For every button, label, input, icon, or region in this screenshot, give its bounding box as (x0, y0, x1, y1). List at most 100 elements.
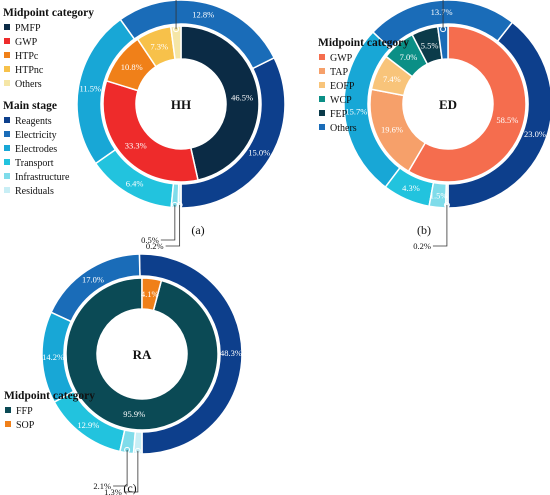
outer-ring-data-label: 11.5% (79, 84, 101, 94)
outer-ring-data-label: 12.9% (77, 420, 99, 430)
outer-ring-slice (177, 183, 182, 209)
outer-ring-slice (343, 30, 401, 189)
legend-entry: HTPc (15, 51, 39, 62)
legend-swatch (4, 187, 10, 193)
outer-ring-slice (371, 0, 514, 50)
legend-swatch (4, 80, 10, 86)
outer-ring-data-label: 17.0% (82, 275, 104, 285)
center-label: RA (133, 347, 152, 362)
outer-ring-slice (132, 430, 143, 455)
legend-entry: GWP (330, 53, 353, 64)
outer-ring-slice (50, 253, 141, 323)
outer-ring-slice (41, 311, 75, 404)
outer-ring-data-label: 48.3% (220, 348, 242, 358)
outer-ring-data-label: 15.0% (248, 147, 270, 157)
outer-ring-data-label: 13.7% (431, 7, 453, 17)
outer-ring-data-label: 23.0% (524, 129, 546, 139)
legend-entry: FEP (330, 109, 348, 120)
outer-ring-data-label: 14.2% (42, 352, 64, 362)
callout-label: 1.3% (104, 487, 122, 495)
legend-swatch (4, 173, 10, 179)
legend-entry: TAP (330, 67, 349, 78)
legend-swatch (4, 117, 10, 123)
legend-entry: Others (330, 123, 357, 134)
outer-ring-data-label: 4.3% (402, 183, 420, 193)
legend-entry: Electricity (15, 130, 57, 141)
panel-label: (a) (191, 223, 204, 237)
inner-ring-data-label: 7.3% (150, 41, 168, 51)
outer-ring-slice (118, 429, 137, 455)
legend-swatch (4, 24, 10, 30)
inner-ring-slice (169, 25, 182, 61)
legend-swatch (5, 421, 11, 427)
inner-ring-data-label: 10.8% (121, 62, 143, 72)
legend-swatch (4, 159, 10, 165)
inner-ring-slice (436, 25, 449, 61)
inner-ring-data-label: 5.5% (421, 40, 439, 50)
legend-title: Main stage (3, 100, 57, 112)
callout-leader (442, 0, 444, 30)
inner-ring-data-label: 95.9% (123, 409, 145, 419)
legend-swatch (319, 54, 325, 60)
callout-leader (160, 204, 176, 241)
legend-entry: Reagents (15, 116, 52, 127)
outer-ring-data-label: 1.5% (430, 191, 448, 201)
callout-label: 0.2% (146, 241, 164, 251)
legend-swatch (4, 145, 10, 151)
legend-entry: SOP (16, 420, 35, 431)
legend-entry: PMFP (15, 23, 41, 34)
legend-entry: Residuals (15, 186, 54, 197)
callout-leader (432, 204, 448, 247)
callout-leader (113, 449, 128, 487)
legend-swatch (319, 96, 325, 102)
inner-ring-data-label: 58.5% (496, 115, 518, 125)
legend-entry: EOFP (330, 81, 355, 92)
callout-label: 0.2% (413, 241, 431, 251)
center-label: HH (171, 97, 191, 112)
inner-ring-data-label: 4.1% (141, 289, 159, 299)
legend-entry: HTPnc (15, 65, 44, 76)
legend-title: Midpoint category (318, 37, 409, 49)
callout-leader (123, 450, 139, 493)
callout-label: 2.1% (93, 481, 111, 491)
callout-leader (165, 204, 181, 247)
panel-label: (c) (123, 481, 136, 495)
legend-entry: Electrodes (15, 144, 57, 155)
inner-ring-slice (180, 25, 260, 182)
legend-swatch (319, 124, 325, 130)
legend-entry: GWP (15, 37, 38, 48)
outer-ring-slice (94, 148, 175, 209)
inner-ring-data-label: 33.3% (125, 141, 147, 151)
legend-swatch (5, 407, 11, 413)
legend-entry: WCP (330, 95, 352, 106)
legend-swatch (319, 68, 325, 74)
legend-title: Midpoint category (3, 7, 94, 19)
outer-ring-slice (428, 181, 448, 209)
inner-ring-data-label: 19.6% (381, 124, 403, 134)
inner-ring-data-label: 7.0% (400, 52, 418, 62)
panel-ed: 23.0% 13.7% 15.7% 4.3% 1.5% 58.5% 19.6% 7.4% 7.0… (318, 0, 550, 251)
outer-ring-slice (119, 0, 276, 70)
legend-swatch (4, 66, 10, 72)
inner-ring-data-label: 7.4% (383, 74, 401, 84)
outer-ring-data-label: 12.8% (192, 10, 214, 20)
outer-ring-slice (76, 18, 136, 165)
legend-entry: FFP (16, 406, 33, 417)
center-label: ED (439, 97, 457, 112)
legend-swatch (4, 52, 10, 58)
legend-swatch (319, 110, 325, 116)
callout-label: 0.5% (141, 235, 159, 245)
outer-ring-data-label: 6.4% (126, 178, 144, 188)
inner-ring-slice (407, 25, 527, 183)
inner-ring-data-label: 46.5% (231, 92, 253, 102)
legend-title: Midpoint category (4, 390, 95, 402)
inner-ring-slice (102, 79, 199, 183)
callout-leader (175, 0, 177, 30)
inner-ring-slice (141, 277, 163, 312)
legend-entry: Infrastructure (15, 172, 70, 183)
outer-ring-slice (384, 166, 435, 208)
legend-entry: Transport (15, 158, 54, 169)
legend-swatch (4, 38, 10, 44)
outer-ring-slice (53, 390, 126, 453)
